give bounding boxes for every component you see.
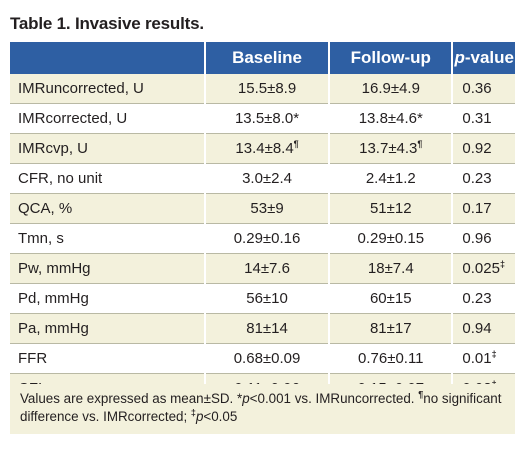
table-row: Pw, mmHg 14±7.6 18±7.4 0.025‡ xyxy=(10,253,515,284)
header-label xyxy=(10,42,205,74)
header-followup: Follow-up xyxy=(328,42,453,74)
baseline-value: 3.0±2.4 xyxy=(203,163,330,194)
p-value: 0.23 xyxy=(451,283,515,314)
baseline-value: 81±14 xyxy=(203,313,330,344)
table-row: Tmn, s 0.29±0.16 0.29±0.15 0.96 xyxy=(10,223,515,254)
table-row: CFR, no unit 3.0±2.4 2.4±1.2 0.23 xyxy=(10,163,515,194)
header-p-value: p-value xyxy=(451,42,515,74)
baseline-value: 53±9 xyxy=(203,193,330,224)
row-label: QCA, % xyxy=(10,193,205,224)
header-baseline: Baseline xyxy=(203,42,330,74)
baseline-value: 13.4±8.4¶ xyxy=(203,133,330,164)
followup-value: 81±17 xyxy=(328,313,453,344)
p-value: 0.36 xyxy=(451,74,515,104)
row-label: Pw, mmHg xyxy=(10,253,205,284)
followup-value: 0.29±0.15 xyxy=(328,223,453,254)
table-row: IMRcorrected, U 13.5±8.0* 13.8±4.6* 0.31 xyxy=(10,103,515,134)
followup-value: 60±15 xyxy=(328,283,453,314)
row-label: Pa, mmHg xyxy=(10,313,205,344)
p-value: 0.17 xyxy=(451,193,515,224)
p-value: 0.94 xyxy=(451,313,515,344)
row-label: Tmn, s xyxy=(10,223,205,254)
row-label: Pd, mmHg xyxy=(10,283,205,314)
p-value: 0.31 xyxy=(451,103,515,134)
p-value: 0.96 xyxy=(451,223,515,254)
baseline-value: 15.5±8.9 xyxy=(203,74,330,104)
baseline-value: 13.5±8.0* xyxy=(203,103,330,134)
followup-value: 0.76±0.11 xyxy=(328,343,453,374)
followup-value: 51±12 xyxy=(328,193,453,224)
followup-value: 18±7.4 xyxy=(328,253,453,284)
baseline-value: 0.68±0.09 xyxy=(203,343,330,374)
row-label: IMRcorrected, U xyxy=(10,103,205,134)
followup-value: 13.7±4.3¶ xyxy=(328,133,453,164)
table-footnote: Values are expressed as mean±SD. *p<0.00… xyxy=(10,384,515,434)
followup-value: 13.8±4.6* xyxy=(328,103,453,134)
results-table: Baseline Follow-up p-value IMRuncorrecte… xyxy=(10,42,515,404)
table-row: IMRcvp, U 13.4±8.4¶ 13.7±4.3¶ 0.92 xyxy=(10,133,515,164)
row-label: IMRcvp, U xyxy=(10,133,205,164)
table-row: IMRuncorrected, U 15.5±8.9 16.9±4.9 0.36 xyxy=(10,74,515,104)
baseline-value: 56±10 xyxy=(203,283,330,314)
table-row: FFR 0.68±0.09 0.76±0.11 0.01‡ xyxy=(10,343,515,374)
table-row: QCA, % 53±9 51±12 0.17 xyxy=(10,193,515,224)
p-value: 0.23 xyxy=(451,163,515,194)
p-value: 0.025‡ xyxy=(451,253,515,284)
table-row: Pd, mmHg 56±10 60±15 0.23 xyxy=(10,283,515,314)
baseline-value: 0.29±0.16 xyxy=(203,223,330,254)
p-value: 0.92 xyxy=(451,133,515,164)
row-label: FFR xyxy=(10,343,205,374)
baseline-value: 14±7.6 xyxy=(203,253,330,284)
header-row: Baseline Follow-up p-value xyxy=(10,42,515,74)
followup-value: 16.9±4.9 xyxy=(328,74,453,104)
table-title: Table 1. Invasive results. xyxy=(10,14,204,33)
followup-value: 2.4±1.2 xyxy=(328,163,453,194)
row-label: CFR, no unit xyxy=(10,163,205,194)
row-label: IMRuncorrected, U xyxy=(10,74,205,104)
table-row: Pa, mmHg 81±14 81±17 0.94 xyxy=(10,313,515,344)
p-value: 0.01‡ xyxy=(451,343,515,374)
